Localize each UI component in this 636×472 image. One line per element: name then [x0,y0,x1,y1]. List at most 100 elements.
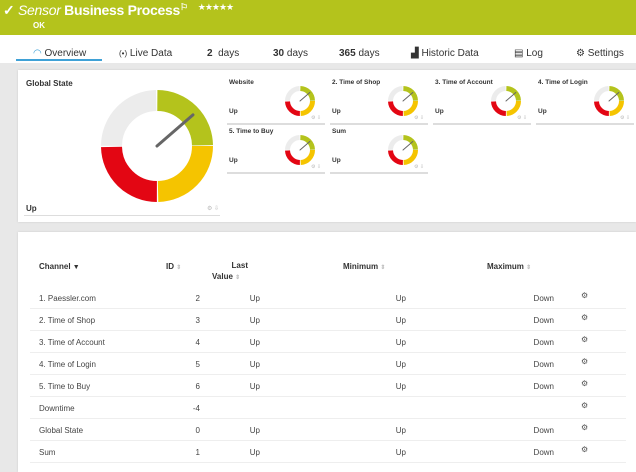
cell-last-value: Up [249,360,260,369]
sensor-header: ✓ Sensor Business Process⚐ ★★★★★ OK [0,0,636,35]
gauge-needle [402,91,414,102]
tab-historic-data[interactable]: ▟ Historic Data [411,48,479,59]
gauge-title: Sum [332,128,347,135]
sort-icon: ⇕ [380,265,386,271]
table-row[interactable]: 2. Time of Shop 3 Up Up Down ⚙ [30,309,626,331]
tab-log[interactable]: ▤ Log [514,48,543,59]
cell-minimum: Up [395,338,406,347]
cell-minimum: Up [395,382,406,391]
channel-gauge[interactable]: Website Up ⚙ ⇩ [227,77,325,125]
sort-desc-icon: ▼ [72,264,80,271]
gauge-icon: ◠ [33,48,42,59]
table-row[interactable]: 4. Time of Login 5 Up Up Down ⚙ [30,353,626,375]
cell-channel[interactable]: 2. Time of Shop [39,316,96,325]
cell-channel[interactable]: 3. Time of Account [39,338,105,347]
sensor-title: Sensor Business Process⚐ [18,2,188,18]
channel-settings-icon[interactable]: ⚙ [581,379,589,388]
channel-settings-icon[interactable]: ⚙ [581,357,589,366]
sort-icon: ⇕ [176,265,182,271]
gauge-segment-yellow [388,86,418,116]
channel-gauge[interactable]: 4. Time of Login Up ⚙ ⇩ [536,77,634,125]
cell-id: 2 [195,294,200,303]
status-text: OK [33,21,45,30]
cell-maximum: Down [533,448,554,457]
table-row[interactable]: Sum 1 Up Up Down ⚙ [30,441,626,463]
tab-2-days[interactable]: 2 days [207,48,240,59]
tab-live-data[interactable]: (•) Live Data [119,48,173,59]
settings-pin-icon[interactable]: ⚙ ⇩ [311,115,322,121]
cell-maximum: Down [533,294,554,303]
tab-30-days[interactable]: 30 days [273,48,309,59]
table-row[interactable]: 3. Time of Account 4 Up Up Down ⚙ [30,331,626,353]
divider [24,215,220,216]
gauge-value: Up [332,108,341,115]
settings-pin-icon[interactable]: ⚙ ⇩ [207,206,220,212]
check-icon: ✓ [3,2,15,18]
table-row[interactable]: 5. Time to Buy 6 Up Up Down ⚙ [30,375,626,397]
mini-gauge [285,135,315,165]
settings-pin-icon[interactable]: ⚙ ⇩ [414,164,425,170]
settings-pin-icon[interactable]: ⚙ ⇩ [517,115,528,121]
title-row: Sensor Business Process⚐ ★★★★★ [18,2,234,18]
settings-pin-icon[interactable]: ⚙ ⇩ [311,164,322,170]
log-icon: ▤ [514,48,524,59]
cell-id: -4 [192,404,200,413]
cell-channel[interactable]: Global State [39,426,84,435]
col-maximum[interactable]: Maximum ⇕ [487,262,532,271]
gauge-title: Website [229,79,254,86]
flag-icon[interactable]: ⚐ [179,2,188,12]
table-row[interactable]: Global State 0 Up Up Down ⚙ [30,419,626,441]
gear-icon: ⚙ [576,48,585,59]
channel-gauge[interactable]: 2. Time of Shop Up ⚙ ⇩ [330,77,428,125]
overview-panel: Global State Up ⚙ ⇩ Website Up ⚙ ⇩ 2. Ti… [18,70,636,222]
gauge-segment-yellow [285,135,315,165]
channel-settings-icon[interactable]: ⚙ [581,313,589,322]
cell-maximum: Down [533,316,554,325]
cell-maximum: Down [533,338,554,347]
tab-365-days[interactable]: 365 days [339,48,380,59]
col-last-value[interactable]: Value ⇕ [212,272,241,281]
gauge-needle [505,91,517,102]
channel-settings-icon[interactable]: ⚙ [581,423,589,432]
cell-last-value: Up [249,294,260,303]
cell-id: 1 [195,448,200,457]
cell-channel[interactable]: 1. Paessler.com [39,294,96,303]
col-last-value-1[interactable]: Last [231,261,248,270]
priority-stars[interactable]: ★★★★★ [197,2,234,12]
cell-channel[interactable]: Downtime [39,404,75,413]
table-row[interactable]: Downtime -4 ⚙ [30,397,626,419]
channel-settings-icon[interactable]: ⚙ [581,401,589,410]
col-channel[interactable]: Channel ▼ [39,262,80,271]
channel-settings-icon[interactable]: ⚙ [581,445,589,454]
cell-id: 3 [195,316,200,325]
channel-gauge[interactable]: 5. Time to Buy Up ⚙ ⇩ [227,126,325,174]
settings-pin-icon[interactable]: ⚙ ⇩ [620,115,631,121]
gauge-value: Up [229,108,238,115]
cell-channel[interactable]: 5. Time to Buy [39,382,91,391]
channel-settings-icon[interactable]: ⚙ [581,335,589,344]
table-row[interactable]: 1. Paessler.com 2 Up Up Down ⚙ [30,287,626,309]
cell-channel[interactable]: Sum [39,448,56,457]
tab-overview[interactable]: ◠ Overview [33,48,87,59]
channel-gauge[interactable]: Sum Up ⚙ ⇩ [330,126,428,174]
col-minimum[interactable]: Minimum ⇕ [343,262,386,271]
tab-settings[interactable]: ⚙ Settings [576,48,624,59]
cell-id: 6 [195,382,200,391]
gauge-title: 4. Time of Login [538,79,588,86]
cell-minimum: Up [395,426,406,435]
channel-settings-icon[interactable]: ⚙ [581,291,589,300]
gauge-title: 2. Time of Shop [332,79,381,86]
gauge-needle [299,91,311,102]
broadcast-icon: (•) [119,49,128,58]
global-state-gauge[interactable] [101,90,213,202]
cell-id: 4 [195,338,200,347]
col-id[interactable]: ID ⇕ [166,262,182,271]
gauge-value: Up [332,157,341,164]
cell-last-value: Up [249,316,260,325]
settings-pin-icon[interactable]: ⚙ ⇩ [414,115,425,121]
cell-maximum: Down [533,426,554,435]
channel-gauge[interactable]: 3. Time of Account Up ⚙ ⇩ [433,77,531,125]
global-state-value: Up [26,204,37,213]
cell-channel[interactable]: 4. Time of Login [39,360,96,369]
gauge-needle [608,91,620,102]
